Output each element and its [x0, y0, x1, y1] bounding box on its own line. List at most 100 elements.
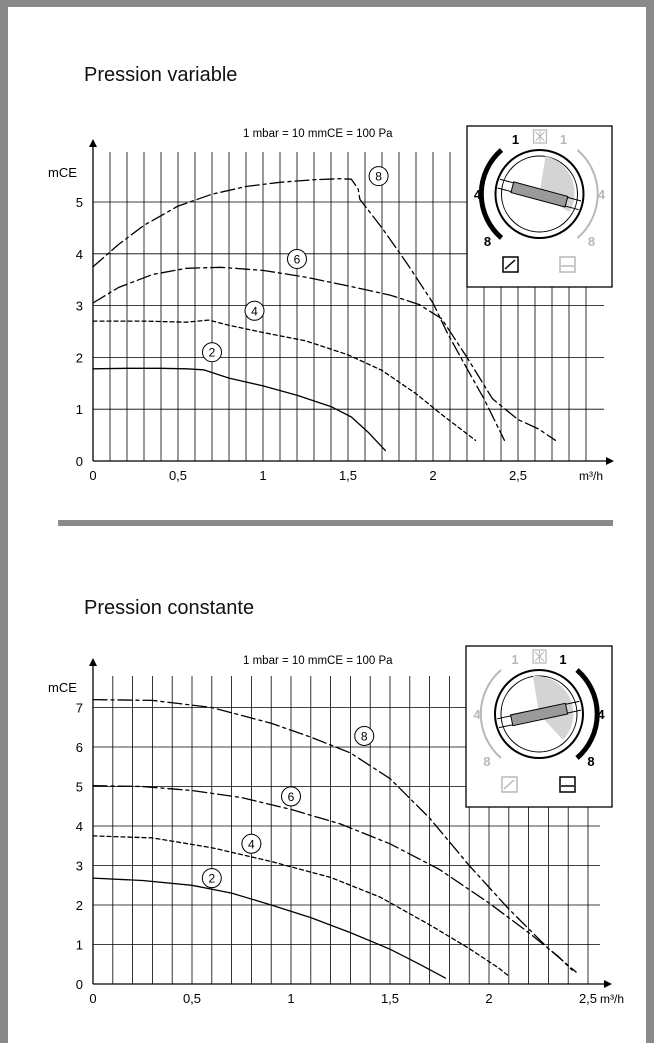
x-axis-arrow — [606, 457, 614, 465]
x-tick-label: 0 — [89, 468, 96, 483]
selector-arc-left — [479, 669, 502, 759]
variable-pressure-icon-line — [503, 779, 515, 790]
series-label-circle-2 — [202, 342, 222, 363]
selector-number-8-left: 8 — [484, 234, 491, 249]
series-label-2: 2 — [208, 872, 215, 886]
selector-number-1-left: 1 — [511, 652, 518, 667]
x-tick-label: 2 — [485, 991, 492, 1006]
selector-number-8-right: 8 — [587, 754, 594, 769]
series-label-6: 6 — [288, 790, 295, 804]
selector-number-4-right: 4 — [598, 187, 606, 202]
variable-pressure-icon-line — [504, 259, 516, 270]
x-tick-label: 2,5 — [579, 991, 597, 1006]
chart-1: 0 0,5 1 1,5 2 2,5 0 1 2 3 4 5 mCE m³/h 1 mbar = 10 mmC… — [48, 125, 614, 483]
y-tick-label: 1 — [76, 402, 83, 417]
chart-1-title: Pression variable — [84, 64, 238, 86]
series-label-4: 4 — [248, 837, 255, 851]
series-label-circle-6 — [287, 248, 307, 269]
y-axis-arrow — [89, 658, 97, 666]
selector-number-1-right: 1 — [560, 132, 567, 147]
selector-knob-inner — [501, 155, 578, 233]
y-tick-label: 4 — [76, 819, 83, 834]
y-tick-label: 2 — [76, 350, 83, 365]
y-tick-label: 1 — [76, 938, 83, 953]
plot-area: 0 0,5 1 1,5 2 2,5 0 1 2 3 4 5 6 7 mCE m³/h 1 mbar = 10 m… — [48, 655, 624, 1006]
y-tick-label: 5 — [76, 195, 83, 210]
selector-arc-left — [478, 148, 504, 240]
series-label-circle-6 — [281, 786, 301, 807]
chart-subtitle: 1 mbar = 10 mmCE = 100 Pa — [243, 655, 393, 667]
series-label-2: 2 — [209, 346, 216, 360]
y-tick-label: 7 — [76, 701, 83, 716]
x-tick-label: 2 — [429, 468, 436, 483]
x-tick-label: 1 — [287, 991, 294, 1006]
y-tick-label: 2 — [76, 898, 83, 913]
y-tick-label: 3 — [76, 299, 83, 314]
selector-arc-right — [576, 149, 599, 239]
x-tick-label: 1,5 — [339, 468, 357, 483]
selector-pointer — [497, 178, 582, 211]
chart-2-title: Pression constante — [84, 597, 255, 619]
series-line-8 — [92, 698, 577, 973]
constant-pressure-icon — [559, 776, 576, 793]
x-tick-label: 2,5 — [509, 468, 527, 483]
pump-speed-selector: 1 4 8 1 4 8 — [465, 645, 613, 808]
series-line-4 — [92, 835, 510, 977]
series-label-8: 8 — [375, 170, 382, 184]
x-axis-label: m³/h — [579, 469, 603, 483]
y-tick-label: 6 — [76, 740, 83, 755]
x-tick-label: 0 — [89, 991, 96, 1006]
series-line-2 — [92, 877, 447, 979]
y-tick-label: 4 — [76, 247, 83, 262]
series-line-4 — [92, 319, 477, 441]
series-label-6: 6 — [294, 252, 301, 266]
selector-pointer — [496, 700, 582, 729]
x-axis-label: m³/h — [600, 992, 624, 1006]
variable-pressure-icon — [502, 256, 519, 273]
section-divider — [58, 520, 613, 526]
series-label-circle-4 — [244, 300, 265, 321]
variable-pressure-icon — [501, 776, 518, 793]
fan-icon — [532, 129, 548, 144]
fan-icon-blades — [535, 131, 545, 142]
series-line-6 — [92, 785, 573, 971]
selector-knob-inner — [500, 675, 578, 753]
frame-left — [0, 0, 8, 1043]
x-tick-label: 0,5 — [183, 991, 201, 1006]
pointer-grip — [509, 702, 569, 727]
series-line-8 — [92, 178, 506, 441]
series-label-circle-8 — [368, 166, 389, 187]
x-tick-label: 1,5 — [381, 991, 399, 1006]
constant-pressure-icon — [559, 256, 576, 273]
frame-right — [646, 0, 654, 1043]
series-label-circle-8 — [354, 725, 375, 746]
y-tick-label: 5 — [76, 780, 83, 795]
series-line-6 — [92, 266, 557, 441]
fan-icon — [532, 649, 547, 664]
selector-number-1-right: 1 — [559, 652, 566, 667]
chart-subtitle: 1 mbar = 10 mmCE = 100 Pa — [243, 128, 393, 140]
selector-number-1-left: 1 — [512, 132, 519, 147]
series-label-circle-4 — [241, 833, 262, 854]
selector-number-4-left: 4 — [474, 187, 482, 202]
pointer-grip — [510, 181, 569, 208]
y-axis-label: mCE — [48, 680, 77, 695]
selector-arc-right — [575, 668, 600, 760]
x-tick-label: 0,5 — [169, 468, 187, 483]
series-line-2 — [92, 367, 387, 452]
fan-icon-blades — [534, 651, 545, 662]
x-axis-arrow — [604, 980, 612, 988]
y-axis-arrow — [89, 139, 97, 147]
series-label-4: 4 — [251, 304, 258, 318]
series-label-circle-2 — [201, 868, 222, 889]
x-tick-label: 1 — [259, 468, 266, 483]
selector-number-8-right: 8 — [588, 234, 595, 249]
series-label-8: 8 — [361, 729, 368, 743]
y-tick-label: 0 — [76, 977, 83, 992]
plot-area: 0 0,5 1 1,5 2 2,5 0 1 2 3 4 5 mCE m³/h 1 mbar = 10 mmC… — [48, 128, 614, 483]
y-axis-label: mCE — [48, 165, 77, 180]
selector-number-4-left: 4 — [473, 707, 481, 722]
selector-number-4-right: 4 — [597, 707, 605, 722]
selector-number-8-left: 8 — [483, 754, 490, 769]
